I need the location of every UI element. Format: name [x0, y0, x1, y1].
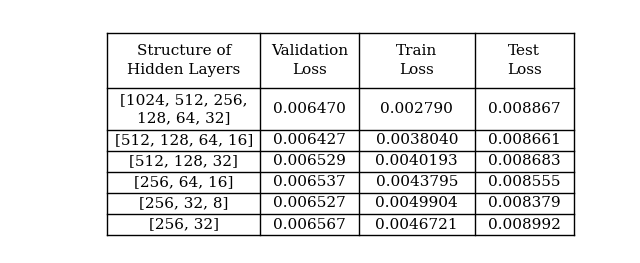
- Text: [1024, 512, 256,
128, 64, 32]: [1024, 512, 256, 128, 64, 32]: [120, 93, 248, 125]
- Text: 0.002790: 0.002790: [380, 102, 453, 116]
- Text: 0.008992: 0.008992: [488, 218, 561, 231]
- Text: 0.008867: 0.008867: [488, 102, 561, 116]
- Text: 0.0049904: 0.0049904: [376, 196, 458, 210]
- Text: [256, 64, 16]: [256, 64, 16]: [134, 175, 234, 189]
- Text: [512, 128, 32]: [512, 128, 32]: [129, 154, 238, 168]
- Text: 0.006537: 0.006537: [273, 175, 346, 189]
- Text: 0.0040193: 0.0040193: [376, 154, 458, 168]
- Text: [256, 32]: [256, 32]: [148, 218, 219, 231]
- Text: 0.006527: 0.006527: [273, 196, 346, 210]
- Text: Train
Loss: Train Loss: [396, 44, 437, 77]
- Text: Structure of
Hidden Layers: Structure of Hidden Layers: [127, 44, 240, 77]
- Text: [512, 128, 64, 16]: [512, 128, 64, 16]: [115, 133, 253, 147]
- Text: 0.006427: 0.006427: [273, 133, 346, 147]
- Text: [256, 32, 8]: [256, 32, 8]: [139, 196, 228, 210]
- Text: 0.0043795: 0.0043795: [376, 175, 458, 189]
- Text: 0.006567: 0.006567: [273, 218, 346, 231]
- Text: 0.0038040: 0.0038040: [376, 133, 458, 147]
- Text: 0.008683: 0.008683: [488, 154, 561, 168]
- Text: Validation
Loss: Validation Loss: [271, 44, 348, 77]
- Text: 0.008661: 0.008661: [488, 133, 561, 147]
- Text: 0.006529: 0.006529: [273, 154, 346, 168]
- Text: 0.008555: 0.008555: [488, 175, 561, 189]
- Text: Test
Loss: Test Loss: [507, 44, 541, 77]
- Text: 0.008379: 0.008379: [488, 196, 561, 210]
- Text: 0.006470: 0.006470: [273, 102, 346, 116]
- Text: 0.0046721: 0.0046721: [376, 218, 458, 231]
